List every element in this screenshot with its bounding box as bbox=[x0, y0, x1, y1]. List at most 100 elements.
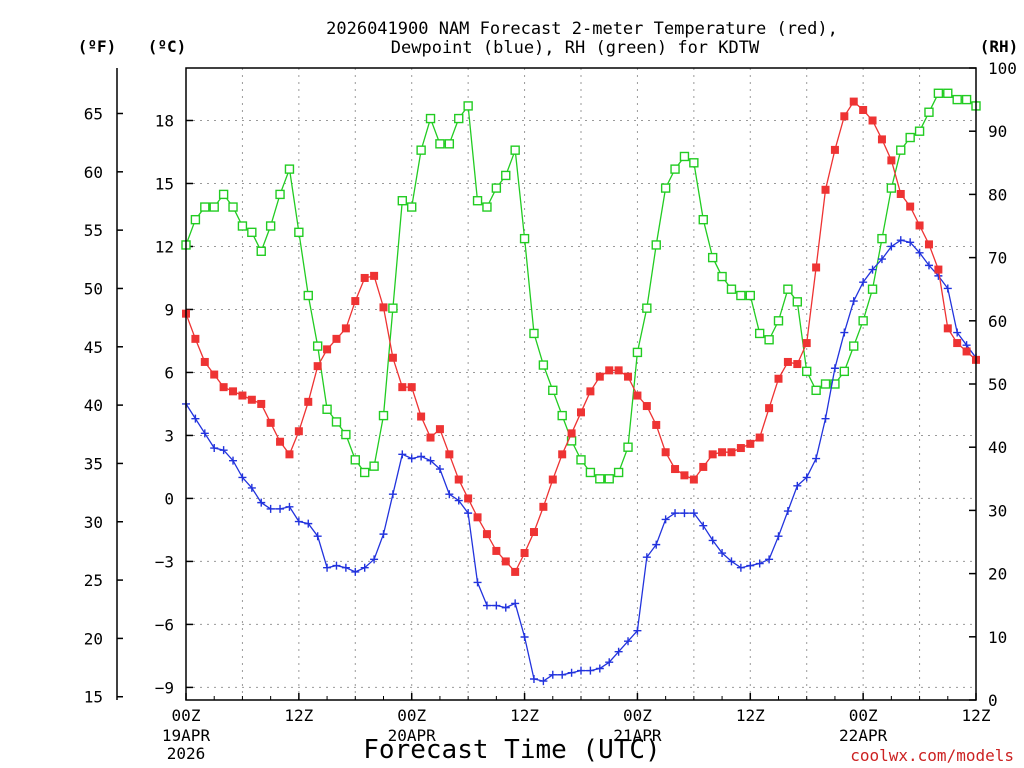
dewpoint-point bbox=[671, 509, 680, 518]
dewpoint-point bbox=[520, 633, 529, 642]
dewpoint-point bbox=[210, 444, 219, 453]
temperature-point bbox=[774, 374, 783, 383]
date-label: 20APR bbox=[388, 726, 437, 745]
dewpoint-point bbox=[294, 517, 303, 526]
temperature-point bbox=[586, 387, 595, 396]
temperature-point bbox=[896, 189, 905, 198]
temperature-point bbox=[529, 528, 538, 537]
rh-series bbox=[181, 88, 981, 484]
chart-title-line1: 2026041900 NAM Forecast 2-meter Temperat… bbox=[326, 19, 838, 39]
time-tick-label: 12Z bbox=[510, 706, 539, 725]
rh-point bbox=[190, 214, 201, 225]
rh-tick-label: 0 bbox=[988, 691, 998, 710]
rh-point bbox=[369, 461, 379, 471]
temperature-point bbox=[191, 334, 200, 343]
dewpoint-point bbox=[473, 578, 482, 587]
dewpoint-point bbox=[247, 483, 256, 492]
unit-celsius-label: (ºC) bbox=[148, 37, 187, 56]
x-axis-label: Forecast Time (UTC) bbox=[363, 735, 660, 765]
rh-point bbox=[613, 467, 624, 478]
temperature-point bbox=[426, 433, 435, 442]
rh-point bbox=[604, 474, 614, 484]
temperature-point bbox=[915, 221, 924, 230]
temperature-point bbox=[379, 303, 388, 312]
fahrenheit-axis: 15 20 25 30 35 40 45 50 55 60 65 bbox=[84, 68, 123, 707]
dewpoint-point bbox=[539, 677, 548, 686]
temperature-point bbox=[407, 383, 416, 392]
celsius-tick-label: 0 bbox=[164, 489, 174, 508]
dewpoint-point bbox=[708, 536, 717, 545]
dewpoint-point bbox=[370, 555, 379, 564]
rh-point bbox=[595, 474, 605, 484]
date-label: 22APR bbox=[839, 726, 888, 745]
rh-point bbox=[218, 189, 229, 200]
rh-tick-label: 50 bbox=[988, 375, 1007, 394]
temperature-point bbox=[755, 433, 764, 442]
unit-rh-label: (RH) bbox=[980, 37, 1019, 56]
dewpoint-point bbox=[464, 509, 473, 518]
date-label: 21APR bbox=[613, 726, 662, 745]
rh-point bbox=[858, 316, 868, 326]
temperature-point bbox=[511, 567, 520, 576]
dewpoint-point bbox=[840, 328, 849, 337]
year-label: 2026 bbox=[167, 744, 206, 763]
dewpoint-point bbox=[783, 507, 792, 516]
rh-point bbox=[623, 442, 633, 452]
rh-point bbox=[510, 145, 520, 155]
celsius-tick-label: −6 bbox=[155, 615, 174, 634]
rh-point bbox=[482, 202, 492, 212]
dewpoint-point bbox=[229, 456, 238, 465]
rh-point bbox=[425, 113, 436, 124]
rh-point bbox=[538, 360, 549, 370]
dewpoint-point bbox=[652, 540, 661, 549]
dewpoint-point bbox=[642, 553, 651, 562]
rh-tick-label: 70 bbox=[988, 249, 1007, 268]
dewpoint-point bbox=[859, 278, 868, 287]
dewpoint-point bbox=[379, 530, 388, 539]
temperature-point bbox=[924, 240, 933, 249]
celsius-tick-label: 12 bbox=[155, 237, 174, 256]
data-series bbox=[181, 88, 981, 686]
fahrenheit-tick-label: 45 bbox=[84, 338, 103, 357]
rh-point bbox=[745, 290, 755, 301]
time-tick-label: 00Z bbox=[623, 706, 652, 725]
temperature-point bbox=[859, 105, 868, 114]
rh-tick-label: 60 bbox=[988, 312, 1007, 331]
temperature-point bbox=[501, 557, 510, 566]
fahrenheit-tick-label: 15 bbox=[84, 688, 103, 707]
fahrenheit-tick-label: 25 bbox=[84, 571, 103, 590]
rh-point bbox=[407, 202, 417, 212]
temperature-point bbox=[388, 353, 397, 362]
dewpoint-point bbox=[586, 666, 595, 675]
temperature-point bbox=[680, 471, 689, 480]
rh-point bbox=[472, 196, 483, 206]
rh-point bbox=[237, 221, 248, 231]
temperature-point bbox=[953, 339, 962, 348]
rh-point bbox=[378, 410, 389, 421]
dewpoint-point bbox=[398, 450, 407, 459]
rh-tick-label: 20 bbox=[988, 565, 1007, 584]
dewpoint-point bbox=[868, 265, 877, 274]
dewpoint-point bbox=[689, 509, 698, 518]
dewpoint-point bbox=[746, 561, 755, 570]
temperature-series bbox=[182, 97, 980, 576]
celsius-tick-label: 18 bbox=[155, 111, 174, 130]
rh-point bbox=[548, 385, 558, 396]
dewpoint-point bbox=[849, 297, 858, 306]
dewpoint-point bbox=[699, 521, 708, 530]
rh-tick-label: 40 bbox=[988, 438, 1007, 457]
rh-point bbox=[388, 303, 398, 313]
rh-point bbox=[651, 240, 661, 250]
temperature-point bbox=[360, 273, 369, 282]
rh-point bbox=[679, 151, 690, 162]
temperature-point bbox=[313, 362, 322, 371]
celsius-axis: −9 −6 −3 0 3 6 9 12 15 18 bbox=[155, 111, 193, 697]
dewpoint-point bbox=[896, 236, 905, 245]
temperature-point bbox=[482, 530, 491, 539]
temperature-point bbox=[341, 324, 350, 333]
dewpoint-point bbox=[755, 559, 764, 568]
temperature-point bbox=[351, 297, 360, 306]
rh-point bbox=[924, 107, 934, 117]
fahrenheit-tick-label: 20 bbox=[84, 629, 103, 648]
rh-point bbox=[811, 385, 821, 396]
